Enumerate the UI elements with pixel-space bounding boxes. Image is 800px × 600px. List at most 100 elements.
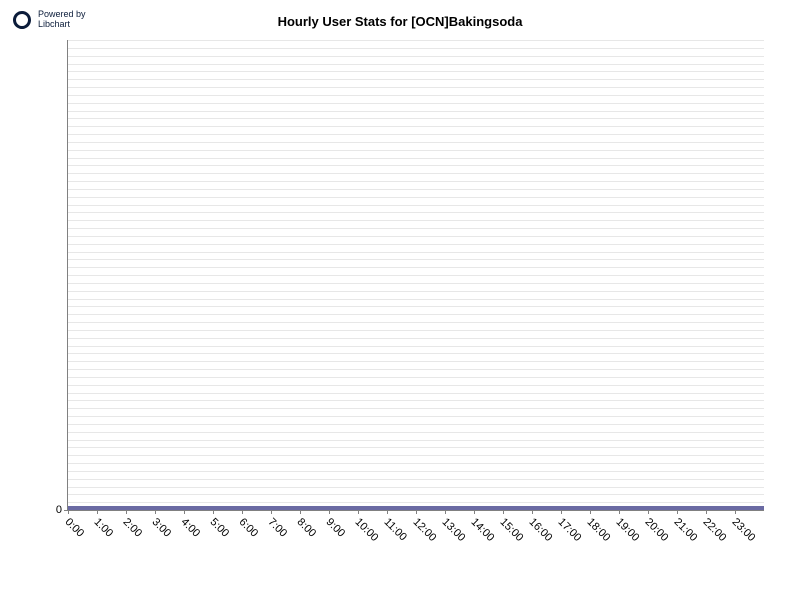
y-axis: 0 xyxy=(58,40,68,510)
x-tick-label: 19:00 xyxy=(614,516,642,544)
x-tick-mark xyxy=(97,510,98,514)
x-tick-mark xyxy=(735,510,736,514)
gridline xyxy=(68,377,764,378)
x-tick-label: 7:00 xyxy=(266,516,290,540)
gridline xyxy=(68,40,764,41)
gridline xyxy=(68,87,764,88)
gridline xyxy=(68,71,764,72)
gridline xyxy=(68,400,764,401)
gridline xyxy=(68,455,764,456)
gridline xyxy=(68,228,764,229)
x-tick-label: 21:00 xyxy=(672,516,700,544)
x-tick-label: 20:00 xyxy=(643,516,671,544)
gridline xyxy=(68,244,764,245)
gridline xyxy=(68,361,764,362)
gridline xyxy=(68,479,764,480)
gridline xyxy=(68,111,764,112)
x-tick-mark xyxy=(706,510,707,514)
gridline xyxy=(68,64,764,65)
gridline xyxy=(68,393,764,394)
plot-area: 0 0:001:002:003:004:005:006:007:008:009:… xyxy=(68,40,764,510)
x-tick-mark xyxy=(416,510,417,514)
gridline xyxy=(68,502,764,503)
x-tick-mark xyxy=(648,510,649,514)
x-tick-mark xyxy=(68,510,69,514)
x-tick-mark xyxy=(155,510,156,514)
x-tick-mark xyxy=(387,510,388,514)
x-tick-label: 6:00 xyxy=(237,516,261,540)
gridline xyxy=(68,118,764,119)
x-tick-mark xyxy=(474,510,475,514)
x-axis: 0:001:002:003:004:005:006:007:008:009:00… xyxy=(68,510,764,580)
gridline xyxy=(68,267,764,268)
gridline xyxy=(68,134,764,135)
gridline xyxy=(68,165,764,166)
gridline xyxy=(68,299,764,300)
gridline xyxy=(68,103,764,104)
x-tick-label: 3:00 xyxy=(150,516,174,540)
x-tick-mark xyxy=(590,510,591,514)
x-tick-mark xyxy=(329,510,330,514)
x-tick-label: 0:00 xyxy=(63,516,87,540)
x-tick-label: 1:00 xyxy=(92,516,116,540)
x-tick-label: 4:00 xyxy=(179,516,203,540)
gridline xyxy=(68,48,764,49)
x-tick-label: 10:00 xyxy=(353,516,381,544)
x-tick-mark xyxy=(271,510,272,514)
gridline xyxy=(68,306,764,307)
gridline xyxy=(68,440,764,441)
chart-page: Powered by Libchart Hourly User Stats fo… xyxy=(0,0,800,600)
gridline xyxy=(68,205,764,206)
gridlines xyxy=(68,40,764,510)
gridline xyxy=(68,338,764,339)
chart-plot: 0 0:001:002:003:004:005:006:007:008:009:… xyxy=(68,40,764,510)
gridline xyxy=(68,432,764,433)
chart-title: Hourly User Stats for [OCN]Bakingsoda xyxy=(0,14,800,29)
gridline xyxy=(68,173,764,174)
x-tick-mark xyxy=(532,510,533,514)
x-tick-label: 17:00 xyxy=(556,516,584,544)
gridline xyxy=(68,56,764,57)
x-tick-mark xyxy=(445,510,446,514)
gridline xyxy=(68,126,764,127)
gridline xyxy=(68,252,764,253)
gridline xyxy=(68,353,764,354)
gridline xyxy=(68,197,764,198)
x-tick-mark xyxy=(213,510,214,514)
gridline xyxy=(68,494,764,495)
gridline xyxy=(68,158,764,159)
gridline xyxy=(68,314,764,315)
x-tick-mark xyxy=(242,510,243,514)
gridline xyxy=(68,212,764,213)
gridline xyxy=(68,236,764,237)
x-tick-label: 23:00 xyxy=(730,516,758,544)
x-tick-label: 16:00 xyxy=(527,516,555,544)
gridline xyxy=(68,275,764,276)
x-tick-mark xyxy=(126,510,127,514)
x-tick-label: 2:00 xyxy=(121,516,145,540)
gridline xyxy=(68,447,764,448)
gridline xyxy=(68,95,764,96)
x-tick-mark xyxy=(503,510,504,514)
gridline xyxy=(68,291,764,292)
gridline xyxy=(68,369,764,370)
gridline xyxy=(68,471,764,472)
x-tick-label: 18:00 xyxy=(585,516,613,544)
x-tick-label: 12:00 xyxy=(411,516,439,544)
gridline xyxy=(68,322,764,323)
x-tick-mark xyxy=(184,510,185,514)
gridline xyxy=(68,181,764,182)
y-tick-label: 0 xyxy=(56,504,62,516)
gridline xyxy=(68,385,764,386)
x-tick-label: 8:00 xyxy=(295,516,319,540)
gridline xyxy=(68,79,764,80)
x-tick-label: 15:00 xyxy=(498,516,526,544)
x-tick-label: 22:00 xyxy=(701,516,729,544)
x-tick-label: 5:00 xyxy=(208,516,232,540)
gridline xyxy=(68,463,764,464)
x-tick-mark xyxy=(358,510,359,514)
gridline xyxy=(68,259,764,260)
x-tick-label: 13:00 xyxy=(440,516,468,544)
x-tick-mark xyxy=(300,510,301,514)
gridline xyxy=(68,487,764,488)
